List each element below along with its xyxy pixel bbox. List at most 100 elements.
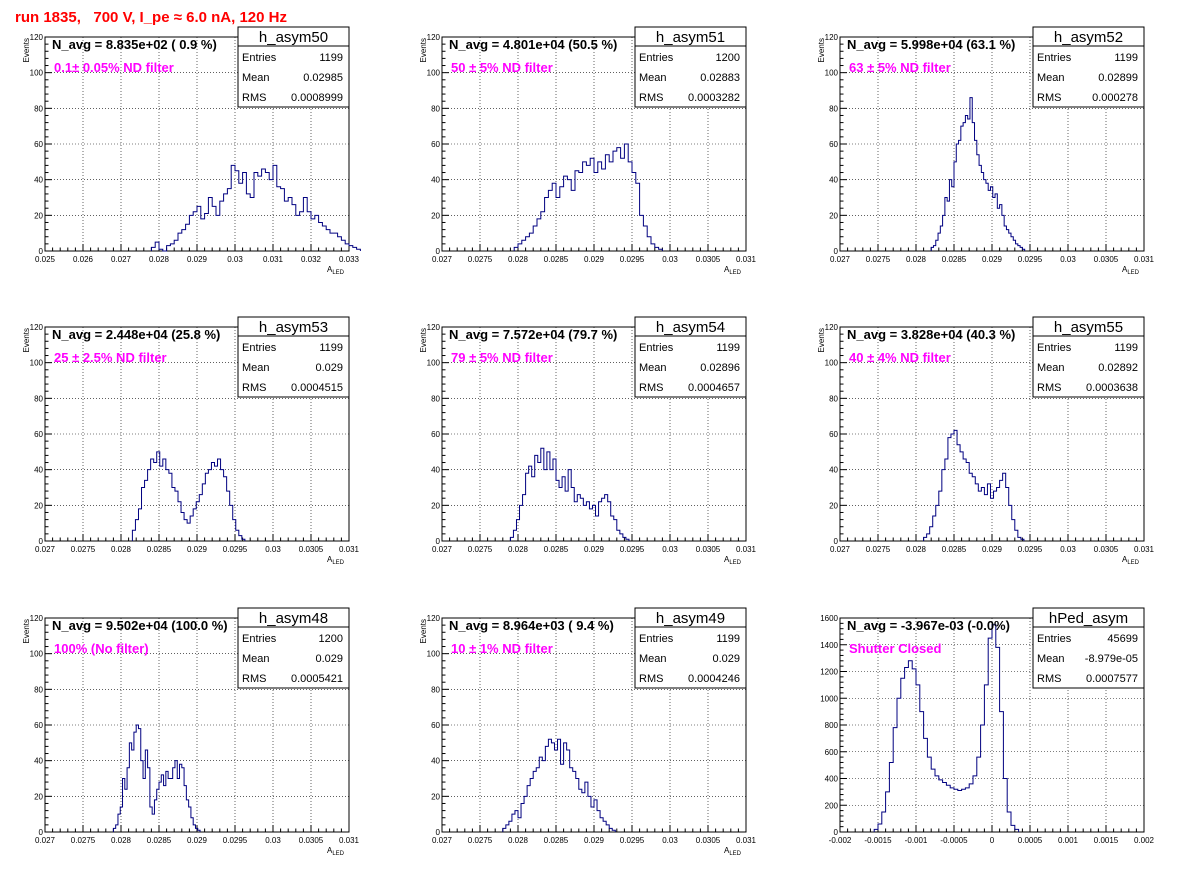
h-asym50-ylabel: Events — [22, 38, 31, 62]
h-asym53-ytick-label: 100 — [30, 359, 44, 368]
h-asym53-xtick-label: 0.027 — [35, 545, 56, 554]
h-asym49-stats-box — [634, 626, 747, 689]
h-asym53-xlabel: ALED — [327, 555, 345, 566]
h-asym50-ytick-label: 0 — [39, 247, 44, 256]
hped-asym-ytick-label: 800 — [825, 721, 839, 730]
h-asym51-ytick-label: 0 — [436, 247, 441, 256]
h-asym51-xtick-label: 0.0305 — [696, 255, 721, 264]
h-asym50-stat-value: 1199 — [319, 52, 343, 64]
hped-asym-ytick-label: 1000 — [820, 694, 838, 703]
h-asym53-stats-title: h_asym53 — [259, 319, 328, 336]
h-asym53-navg: N_avg = 2.448e+04 (25.8 %) — [52, 327, 220, 342]
h-asym51-xtick-label: 0.031 — [736, 255, 757, 264]
h-asym49-xtick-label: 0.0285 — [544, 836, 569, 845]
h-asym49-xtick-label: 0.0275 — [468, 836, 493, 845]
h-asym50-xtick-label: 0.027 — [111, 255, 132, 264]
h-asym52-xtick-label: 0.0305 — [1094, 255, 1119, 264]
h-asym55-xtick-label: 0.028 — [906, 545, 927, 554]
h-asym50-xtick-label: 0.032 — [301, 255, 322, 264]
h-asym51-stats-box — [634, 45, 747, 108]
h-asym49-histogram — [502, 738, 616, 832]
h-asym55-xtick-label: 0.0295 — [1018, 545, 1043, 554]
h-asym51-ytick-label: 40 — [431, 176, 440, 185]
h-asym55-stat-value: 0.0003638 — [1086, 382, 1138, 394]
h-asym50-xtick-label: 0.031 — [263, 255, 284, 264]
h-asym53-ylabel: Events — [22, 328, 31, 352]
h-asym50-xlabel: ALED — [327, 265, 345, 276]
h-asym49-stat-name: Mean — [639, 653, 667, 665]
h-asym48-stat-value: 0.029 — [315, 653, 343, 665]
h-asym50-stats-box — [237, 45, 350, 108]
h-asym50-stat-value: 0.0008999 — [291, 92, 343, 104]
h-asym51-xtick-label: 0.0285 — [544, 255, 569, 264]
h-asym55-stat-name: RMS — [1037, 382, 1061, 394]
h-asym49-xtick-label: 0.0305 — [696, 836, 721, 845]
h-asym48-xtick-label: 0.0275 — [71, 836, 96, 845]
h-asym50-xtick-label: 0.033 — [339, 255, 360, 264]
hped-asym-ytick-label: 400 — [825, 775, 839, 784]
h-asym52-stats-title: h_asym52 — [1054, 29, 1123, 46]
h-asym52-xtick-label: 0.027 — [830, 255, 851, 264]
h-asym48-ytick-label: 100 — [30, 650, 44, 659]
hped-asym-stat-value: -8.979e-05 — [1085, 653, 1138, 665]
h-asym48-ylabel: Events — [22, 619, 31, 643]
hped-asym-ytick-label: 0 — [834, 828, 839, 837]
h-asym50-ytick-label: 100 — [30, 69, 44, 78]
h-asym54-filter-label: 79 ± 5% ND filter — [451, 350, 553, 365]
h-asym54-navg: N_avg = 7.572e+04 (79.7 %) — [449, 327, 617, 342]
h-asym51-ytick-label: 80 — [431, 104, 440, 113]
h-asym53-ytick-label: 120 — [30, 323, 44, 332]
h-asym52-xtick-label: 0.0285 — [942, 255, 967, 264]
h-asym55-stat-value: 1199 — [1114, 342, 1138, 354]
h-asym53-xtick-label: 0.0295 — [223, 545, 248, 554]
h-asym54-xlabel: ALED — [724, 555, 742, 566]
h-asym54-histogram — [509, 447, 630, 541]
h-asym52-stat-name: Mean — [1037, 72, 1065, 84]
run-title: run 1835, 700 V, I_pe ≈ 6.0 nA, 120 Hz — [15, 9, 287, 26]
h-asym54-ytick-label: 40 — [431, 466, 440, 475]
h-asym52-stat-value: 1199 — [1114, 52, 1138, 64]
hped-asym-ytick-label: 1400 — [820, 641, 838, 650]
h-asym53-xtick-label: 0.0275 — [71, 545, 96, 554]
h-asym50-xtick-label: 0.03 — [227, 255, 243, 264]
h-asym51-ylabel: Events — [419, 38, 428, 62]
h-asym49-xtick-label: 0.029 — [584, 836, 605, 845]
h-asym52-ytick-label: 100 — [825, 69, 839, 78]
h-asym53-ytick-label: 0 — [39, 537, 44, 546]
h-asym49-ytick-label: 40 — [431, 757, 440, 766]
hped-asym-ytick-label: 1200 — [820, 668, 838, 677]
h-asym51-ytick-label: 60 — [431, 140, 440, 149]
h-asym50-stat-name: Mean — [242, 72, 270, 84]
h-asym53-xtick-label: 0.0285 — [147, 545, 172, 554]
h-asym48-stat-name: Entries — [242, 633, 277, 645]
h-asym52-stat-value: 0.000278 — [1092, 92, 1138, 104]
h-asym50-xtick-label: 0.028 — [149, 255, 170, 264]
h-asym49-xtick-label: 0.03 — [662, 836, 678, 845]
hped-asym-stat-name: RMS — [1037, 673, 1061, 685]
h-asym48-stat-name: RMS — [242, 673, 266, 685]
h-asym48-stats-box — [237, 626, 350, 689]
h-asym51-xlabel: ALED — [724, 265, 742, 276]
h-asym52-ytick-label: 80 — [829, 104, 838, 113]
h-asym49-xtick-label: 0.031 — [736, 836, 757, 845]
h-asym52-histogram — [930, 97, 1026, 251]
h-asym52-xtick-label: 0.03 — [1060, 255, 1076, 264]
h-asym50-stat-name: Entries — [242, 52, 277, 64]
h-asym52-xtick-label: 0.029 — [982, 255, 1003, 264]
h-asym51-ytick-label: 120 — [427, 33, 441, 42]
h-asym53-stat-name: Mean — [242, 362, 270, 374]
h-asym54-xtick-label: 0.0275 — [468, 545, 493, 554]
h-asym55-ylabel: Events — [817, 328, 826, 352]
h-asym53-xtick-label: 0.03 — [265, 545, 281, 554]
hped-asym-xtick-label: -0.0005 — [940, 836, 968, 845]
h-asym52-navg: N_avg = 5.998e+04 (63.1 %) — [847, 37, 1015, 52]
h-asym49-stat-name: Entries — [639, 633, 674, 645]
h-asym50-navg: N_avg = 8.835e+02 ( 0.9 %) — [52, 37, 217, 52]
h-asym49-xtick-label: 0.0295 — [620, 836, 645, 845]
h-asym49-xtick-label: 0.027 — [432, 836, 453, 845]
h-asym48-ytick-label: 20 — [34, 792, 43, 801]
h-asym51-stat-value: 0.0003282 — [688, 92, 740, 104]
h-asym49-filter-label: 10 ± 1% ND filter — [451, 641, 553, 656]
h-asym51-histogram — [513, 143, 663, 251]
h-asym54-stat-name: Entries — [639, 342, 674, 354]
